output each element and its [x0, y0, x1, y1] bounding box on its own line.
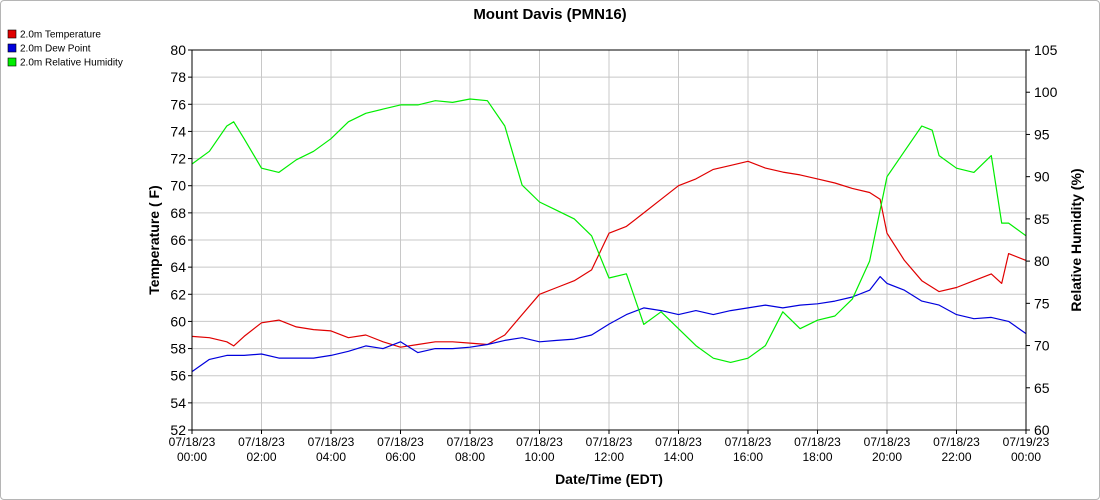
x-tick-time: 00:00 [1011, 450, 1041, 464]
x-tick-time: 02:00 [246, 450, 276, 464]
y2-tick-label: 80 [1034, 253, 1050, 269]
plot-area-border [191, 49, 1027, 431]
x-tick-time: 06:00 [385, 450, 415, 464]
y-tick-label: 60 [170, 313, 186, 329]
x-tick-time: 04:00 [316, 450, 346, 464]
y-tick-label: 54 [170, 395, 186, 411]
legend-swatch-temperature [7, 29, 17, 39]
y-tick-label: 64 [170, 259, 186, 275]
y2-tick-label: 75 [1034, 295, 1050, 311]
y-tick-label: 52 [170, 422, 186, 438]
legend-label-temperature: 2.0m Temperature [20, 30, 101, 41]
x-tick-time: 16:00 [733, 450, 763, 464]
y2-tick-label: 60 [1034, 422, 1050, 438]
relative-humidity-line [191, 98, 1027, 363]
grid-layer [188, 49, 1030, 434]
y2-tick-label: 70 [1034, 338, 1050, 354]
y-tick-label: 80 [170, 42, 186, 58]
y-tick-label: 78 [170, 69, 186, 85]
dew-point-line [191, 276, 1027, 373]
x-tick-date: 07/18/23 [794, 435, 841, 449]
legend: 2.0m Temperature 2.0m Dew Point 2.0m Rel… [7, 29, 123, 69]
x-tick-time: 22:00 [941, 450, 971, 464]
x-tick-date: 07/18/23 [933, 435, 980, 449]
legend-label-dew-point: 2.0m Dew Point [20, 44, 91, 55]
right-y-tick-labels: 60 65 70 75 80 85 90 95 100 105 [1034, 42, 1058, 438]
y-tick-label: 74 [170, 123, 186, 139]
y-tick-label: 76 [170, 96, 186, 112]
x-tick-date: 07/18/23 [377, 435, 424, 449]
y-tick-label: 62 [170, 286, 186, 302]
x-tick-date: 07/18/23 [586, 435, 633, 449]
x-tick-date: 07/18/23 [655, 435, 702, 449]
x-tick-time: 14:00 [663, 450, 693, 464]
x-tick-time: 08:00 [455, 450, 485, 464]
y2-axis-title: Relative Humidity (%) [1068, 168, 1084, 311]
x-tick-date: 07/18/23 [447, 435, 494, 449]
y-tick-label: 70 [170, 178, 186, 194]
y-tick-label: 66 [170, 232, 186, 248]
x-tick-date: 07/18/23 [725, 435, 772, 449]
x-tick-time: 12:00 [594, 450, 624, 464]
x-tick-date: 07/18/23 [169, 435, 216, 449]
left-y-tick-labels: 52 54 56 58 60 62 64 66 68 70 72 74 76 78 80 [170, 42, 186, 438]
y-tick-label: 56 [170, 368, 186, 384]
legend-swatch-dew-point [7, 43, 17, 53]
y-axis-title: Temperature ( F) [146, 185, 162, 294]
x-tick-time: 10:00 [524, 450, 554, 464]
y2-tick-label: 85 [1034, 211, 1050, 227]
x-tick-date: 07/19/23 [1003, 435, 1050, 449]
temperature-line [191, 160, 1027, 348]
y-tick-label: 72 [170, 151, 186, 167]
y2-tick-label: 90 [1034, 169, 1050, 185]
series-layer [191, 98, 1027, 373]
x-tick-date: 07/18/23 [516, 435, 563, 449]
x-axis-title: Date/Time (EDT) [555, 471, 663, 487]
y2-tick-label: 65 [1034, 380, 1050, 396]
y-tick-label: 58 [170, 341, 186, 357]
x-tick-date: 07/18/23 [864, 435, 911, 449]
legend-label-relative-humidity: 2.0m Relative Humidity [20, 58, 123, 69]
x-tick-time: 18:00 [802, 450, 832, 464]
chart-title: Mount Davis (PMN16) [473, 6, 626, 23]
y2-tick-label: 105 [1034, 42, 1058, 58]
x-tick-labels: 07/18/2300:0007/18/2302:0007/18/2304:000… [169, 435, 1050, 464]
y2-tick-label: 95 [1034, 126, 1050, 142]
y2-tick-label: 100 [1034, 84, 1058, 100]
legend-swatch-relative-humidity [7, 57, 17, 67]
x-tick-date: 07/18/23 [238, 435, 285, 449]
x-tick-time: 00:00 [177, 450, 207, 464]
x-tick-time: 20:00 [872, 450, 902, 464]
y-tick-label: 68 [170, 205, 186, 221]
x-tick-date: 07/18/23 [308, 435, 355, 449]
